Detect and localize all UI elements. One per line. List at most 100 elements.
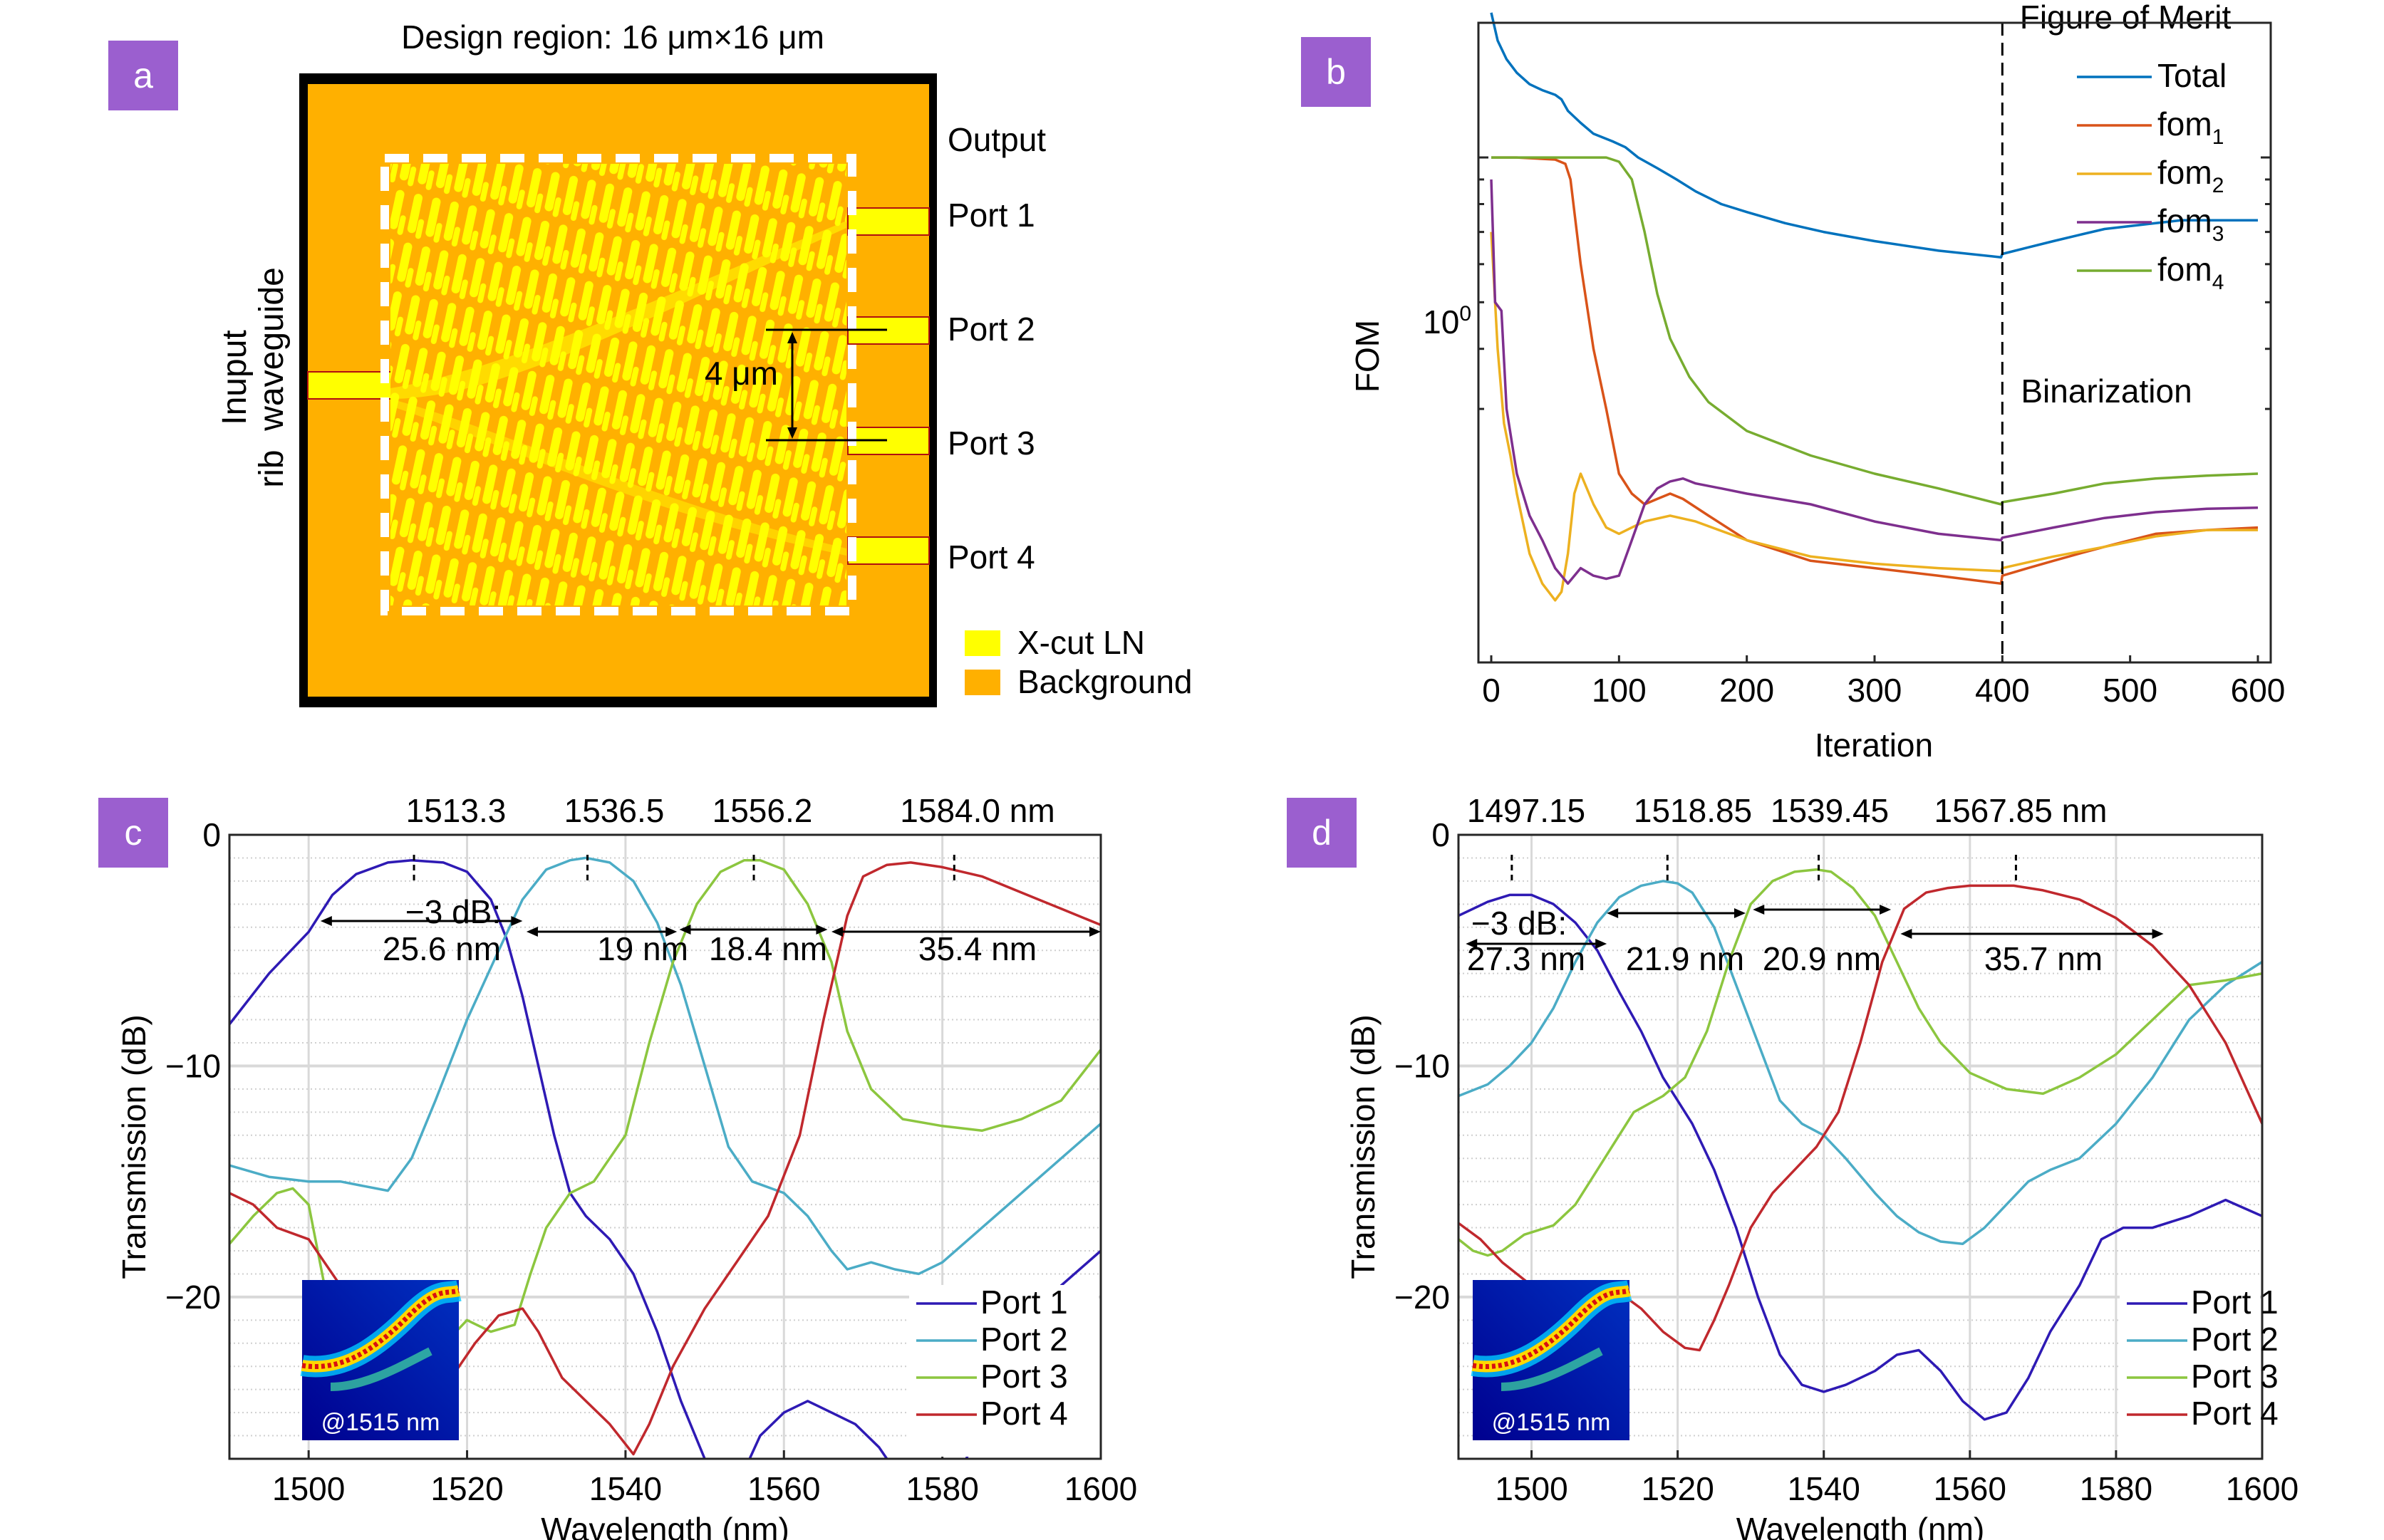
design-region-boundary bbox=[380, 154, 856, 615]
chart-d-arrow-head bbox=[2152, 929, 2164, 939]
chart-c-series-line-port-1 bbox=[229, 858, 1101, 1459]
fom-series-line-fom2 bbox=[1490, 231, 2258, 602]
chart-d-legend-label: Port 3 bbox=[2191, 1358, 2279, 1395]
output-waveguide-port-4 bbox=[847, 536, 930, 565]
fom-ylabel: FOM bbox=[1349, 320, 1386, 392]
port-label-1: Port 1 bbox=[948, 197, 1035, 234]
fom-xtick-label: 500 bbox=[2103, 672, 2157, 709]
chart-d-arrow-head bbox=[1734, 908, 1746, 918]
chart-c-xtick-label: 1580 bbox=[906, 1470, 978, 1507]
chart-d-inset-label: @1515 nm bbox=[1492, 1409, 1611, 1436]
fom-series-line-fom3 bbox=[1490, 179, 2259, 586]
chart-c-field-inset: @1515 nm bbox=[300, 1280, 462, 1440]
chart-d-bandwidth-label: 20.9 nm bbox=[1763, 940, 1881, 977]
spacing-label: 4 μm bbox=[705, 355, 778, 392]
spacing-arrow-head-top bbox=[787, 332, 797, 343]
chart-d-bandwidth-label: 35.7 nm bbox=[1984, 940, 2103, 977]
fom-xtick-label: 400 bbox=[1975, 672, 2030, 709]
chart-d-peak-label: 1539.45 bbox=[1771, 792, 1889, 829]
chart-d-arrow-head bbox=[1595, 939, 1607, 949]
port-label-4: Port 4 bbox=[948, 539, 1035, 576]
fom-xtick-label: 0 bbox=[1482, 672, 1501, 709]
chart-d-series-line-port-2 bbox=[1458, 880, 2262, 1246]
fom-axes-box bbox=[1477, 21, 2272, 664]
chart-c-arrow-head bbox=[665, 927, 678, 937]
binarization-label: Binarization bbox=[2021, 373, 2192, 410]
chart-d-arrow-head bbox=[1753, 905, 1765, 915]
chart-c-xlabel: Wavelength (nm) bbox=[541, 1511, 789, 1540]
fom-xlabel: Iteration bbox=[1815, 727, 1933, 764]
chart-c-arrow-head bbox=[320, 916, 332, 926]
chart-c-peak-label: 1536.5 bbox=[564, 792, 665, 829]
chart-d-ytick-label: −10 bbox=[1394, 1047, 1450, 1084]
fom-chart: Figure of Merit 0 100 200 300 400 500 600 Bina… bbox=[1349, 0, 2286, 764]
panel-label-c: c bbox=[98, 798, 168, 868]
chart-c-inset-label: @1515 nm bbox=[321, 1409, 440, 1436]
chart-c-xtick-label: 1540 bbox=[589, 1470, 662, 1507]
chart-c-arrow-head bbox=[1089, 927, 1101, 937]
output-label: Output bbox=[948, 121, 1046, 158]
chart-d-xlabel: Wavelength (nm) bbox=[1736, 1511, 1985, 1540]
chart-c-axes-box bbox=[228, 833, 1102, 1460]
chart-c-legend-label: Port 4 bbox=[980, 1395, 1068, 1432]
chart-c-peak-label: 1513.3 bbox=[406, 792, 507, 829]
chart-d-peak-label: 1497.15 bbox=[1467, 792, 1585, 829]
transmission-chart-c: 1500 1520 1540 1560 1580 1600 0 −10 −20 Wavelengt… bbox=[115, 792, 1137, 1540]
chart-d-series-line-port-1 bbox=[1458, 893, 2262, 1421]
structure-lower-branch bbox=[390, 399, 846, 556]
chart-d-ytick-label: −20 bbox=[1394, 1279, 1450, 1316]
chart-d-legend-label: Port 4 bbox=[2191, 1395, 2279, 1432]
chart-d-legend-box bbox=[2120, 1285, 2260, 1457]
chart-c-xtick-label: 1500 bbox=[272, 1470, 345, 1507]
chart-c-bandwidth-label: 19 nm bbox=[597, 930, 688, 967]
chart-d-peak-label: 1567.85 nm bbox=[1934, 792, 2108, 829]
transmission-chart-d: 1500 1520 1540 1560 1580 1600 0 −10 −20 Wavelengt… bbox=[1344, 792, 2299, 1540]
fom-series-line-fom4 bbox=[1491, 156, 2259, 506]
chart-c-bandwidth-label: 25.6 nm bbox=[383, 930, 501, 967]
fom-xtick-label: 200 bbox=[1719, 672, 1774, 709]
chart-d-xtick-label: 1540 bbox=[1788, 1470, 1860, 1507]
chart-c-ytick-label: −10 bbox=[165, 1047, 221, 1084]
legend-label-background: Background bbox=[1017, 663, 1193, 700]
panel-label-a: a bbox=[108, 41, 178, 110]
chart-d-bandwidth-label: 21.9 nm bbox=[1626, 940, 1744, 977]
chart-c-bandwidth-label: 18.4 nm bbox=[709, 930, 827, 967]
chart-c-bandwidth-label: 35.4 nm bbox=[918, 930, 1037, 967]
chart-d-axes-box bbox=[1457, 833, 2264, 1460]
chart-c-arrow-head bbox=[816, 925, 828, 935]
chart-d-bandwidth-label: 27.3 nm bbox=[1467, 940, 1585, 977]
input-label-line2: rib waveguide bbox=[253, 267, 291, 488]
chart-c-legend-box bbox=[909, 1285, 1099, 1457]
fom-xtick-label: 100 bbox=[1592, 672, 1647, 709]
input-waveguide bbox=[307, 371, 393, 400]
port-label-3: Port 3 bbox=[948, 425, 1035, 462]
output-waveguide-port-1 bbox=[847, 207, 930, 236]
fom-ytick-label: 100 bbox=[1423, 302, 1471, 340]
chart-c-xtick-label: 1560 bbox=[747, 1470, 820, 1507]
structure-main-branch bbox=[390, 221, 846, 399]
chart-d-series-line-port-3 bbox=[1458, 868, 2262, 1257]
fom-xtick-label: 300 bbox=[1847, 672, 1902, 709]
fom-legend-label: fom3 bbox=[2157, 202, 2224, 246]
diagram-title: Design region: 16 μm×16 μm bbox=[401, 19, 824, 56]
chart-d-xtick-label: 1560 bbox=[1934, 1470, 2006, 1507]
chart-d-bandwidth-prefix: −3 dB: bbox=[1471, 905, 1567, 942]
chart-c-series-line-port-2 bbox=[229, 856, 1101, 1276]
chart-d-peak-label: 1518.85 bbox=[1634, 792, 1752, 829]
chart-d-xtick-label: 1520 bbox=[1641, 1470, 1714, 1507]
chart-d-ylabel: Transmission (dB) bbox=[1344, 1014, 1382, 1279]
chart-c-arrow-head bbox=[511, 916, 523, 926]
chart-d-arrow-head bbox=[1880, 905, 1892, 915]
fom-xtick-label: 600 bbox=[2231, 672, 2286, 709]
chart-d-xtick-label: 1580 bbox=[2080, 1470, 2152, 1507]
chart-c-xtick-label: 1520 bbox=[430, 1470, 503, 1507]
legend-swatch-xcut-ln bbox=[965, 630, 1000, 656]
fom-series-line-total bbox=[1490, 12, 2258, 259]
fom-chart-title: Figure of Merit bbox=[2020, 0, 2232, 36]
chart-c-peak-label: 1556.2 bbox=[712, 792, 813, 829]
fom-legend-label: fom1 bbox=[2157, 105, 2224, 149]
chart-c-peak-label: 1584.0 nm bbox=[900, 792, 1054, 829]
fom-legend-label: fom2 bbox=[2157, 154, 2224, 197]
chart-c-xtick-label: 1600 bbox=[1064, 1470, 1137, 1507]
chart-c-arrow-head bbox=[831, 927, 843, 937]
